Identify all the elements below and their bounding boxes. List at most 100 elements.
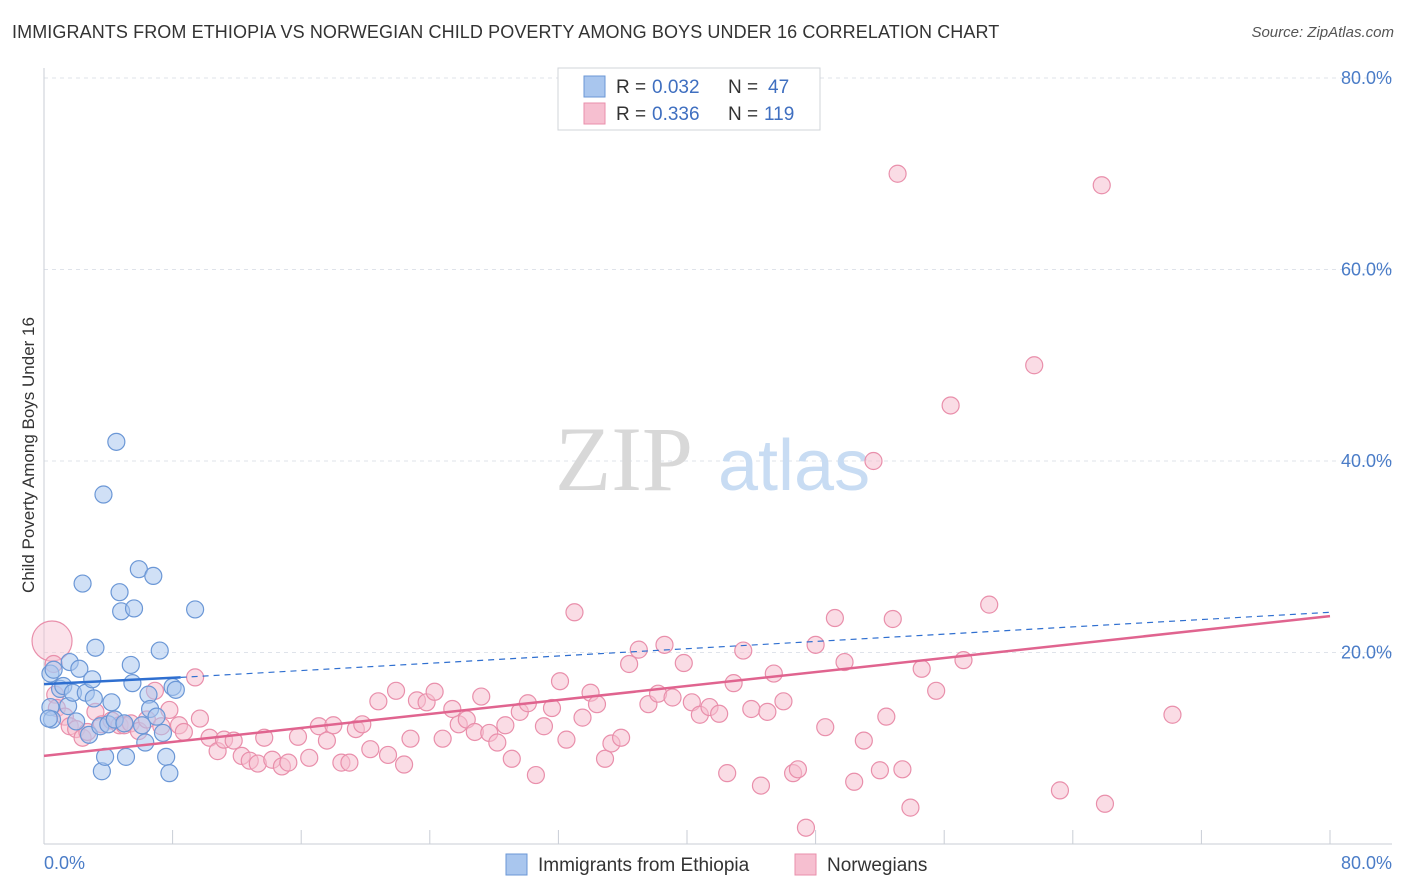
norwegians-point <box>190 709 210 728</box>
ethiopia-point <box>166 680 185 699</box>
legend-r-label-2: R = <box>616 104 646 125</box>
legend-n-value-1: 47 <box>768 77 789 98</box>
norwegians-point <box>655 635 674 654</box>
legend-swatch-pink <box>583 102 606 125</box>
y-tick-label: 80.0% <box>1341 68 1392 88</box>
norwegians-point <box>825 608 844 628</box>
ethiopia-point <box>73 574 92 593</box>
norwegians-point <box>764 664 783 683</box>
norwegians-point <box>502 749 521 768</box>
norwegians-point <box>629 640 648 659</box>
ethiopia-point <box>123 674 142 693</box>
chart-title: IMMIGRANTS FROM ETHIOPIA VS NORWEGIAN CH… <box>12 22 1000 42</box>
norwegians-point <box>361 740 380 759</box>
norwegians-point <box>758 702 777 721</box>
norwegians-point <box>378 745 398 765</box>
norwegians-point <box>620 654 639 674</box>
ethiopia-point <box>144 566 163 586</box>
norwegians-point <box>526 765 545 785</box>
norwegians-point <box>174 722 193 742</box>
norwegians-point <box>724 674 743 693</box>
norwegians-trend-line <box>43 614 1331 758</box>
ethiopia-point <box>39 709 58 728</box>
norwegians-point <box>1163 705 1182 724</box>
y-tick-label: 40.0% <box>1341 451 1392 471</box>
norwegians-point <box>557 730 576 749</box>
norwegians-point <box>317 731 337 750</box>
ethiopia-trend-extension <box>180 611 1331 678</box>
x-tick-label-min: 0.0% <box>44 853 85 873</box>
norwegians-point <box>835 652 854 672</box>
norwegians-point <box>472 687 491 706</box>
ethiopia-point <box>160 764 179 783</box>
ethiopia-point <box>86 638 105 657</box>
ethiopia-point <box>153 723 173 743</box>
legend-swatch-blue <box>583 75 606 98</box>
norwegians-point <box>912 659 931 678</box>
ethiopia-point <box>132 716 152 735</box>
x-tick-label-max: 80.0% <box>1341 853 1392 873</box>
ethiopia-point <box>150 641 169 660</box>
norwegians-point <box>980 595 999 614</box>
ethiopia-point <box>124 599 144 618</box>
norwegians-point <box>425 682 444 701</box>
chart-source: Source: ZipAtlas.com <box>1251 24 1394 41</box>
norwegians-point <box>774 692 793 711</box>
ethiopia-point <box>110 583 129 602</box>
norwegians-point <box>587 695 607 714</box>
x-axis-ticks <box>43 830 1331 844</box>
norwegians-point <box>369 692 388 711</box>
norwegians-point <box>888 164 907 183</box>
legend-r-label-1: R = <box>616 77 646 98</box>
legend-r-value-1: 0.032 <box>652 77 700 98</box>
norwegians-point <box>496 716 515 735</box>
norwegians-point <box>394 755 414 774</box>
legend-r-value-2: 0.336 <box>652 104 700 125</box>
norwegians-point <box>386 681 406 700</box>
norwegians-point <box>1095 794 1115 813</box>
norwegians-point <box>300 748 319 767</box>
norwegians-point <box>288 727 308 746</box>
norwegians-point <box>816 718 835 737</box>
norwegians-point <box>718 764 737 783</box>
norwegians-point <box>927 681 946 700</box>
ethiopia-point <box>84 689 103 708</box>
norwegians-point <box>883 609 902 629</box>
series-legend-swatch-norwegians <box>794 853 817 876</box>
norwegians-point <box>1025 356 1044 375</box>
ethiopia-point <box>94 485 113 504</box>
norwegians-point <box>893 760 912 779</box>
norwegians-point <box>443 699 462 719</box>
ethiopia-point <box>70 659 89 678</box>
norwegians-point <box>901 798 920 817</box>
norwegians-point <box>710 704 729 723</box>
ethiopia-trend-line <box>43 676 181 686</box>
norwegians-point <box>663 688 682 707</box>
y-axis-title: Child Poverty Among Boys Under 16 <box>19 317 38 593</box>
norwegians-point <box>806 635 825 654</box>
series-legend-swatch-ethiopia <box>505 853 528 876</box>
norwegians-point <box>788 760 808 779</box>
watermark-zip: ZIP <box>555 408 693 510</box>
norwegians-point <box>734 641 753 660</box>
legend-n-label-1: N = <box>728 77 758 98</box>
norwegians-point <box>573 708 592 727</box>
norwegians-point <box>611 728 631 747</box>
legend-n-label-2: N = <box>728 104 758 125</box>
ethiopia-point <box>186 600 205 619</box>
series-legend-label-norwegians: Norwegians <box>827 855 927 876</box>
norwegians-point <box>870 761 890 780</box>
y-tick-label: 20.0% <box>1341 643 1392 663</box>
norwegians-point <box>353 715 372 734</box>
norwegians-point <box>674 653 693 673</box>
norwegians-point <box>751 776 771 795</box>
norwegians-point <box>550 672 570 691</box>
norwegians-point <box>877 707 896 726</box>
norwegians-point <box>186 668 205 687</box>
norwegians-point <box>1050 781 1070 800</box>
ethiopia-point <box>121 655 140 675</box>
y-tick-label: 60.0% <box>1341 260 1392 280</box>
ethiopia-point <box>157 747 176 766</box>
ethiopia-point <box>107 432 126 451</box>
norwegians-point <box>401 729 420 748</box>
